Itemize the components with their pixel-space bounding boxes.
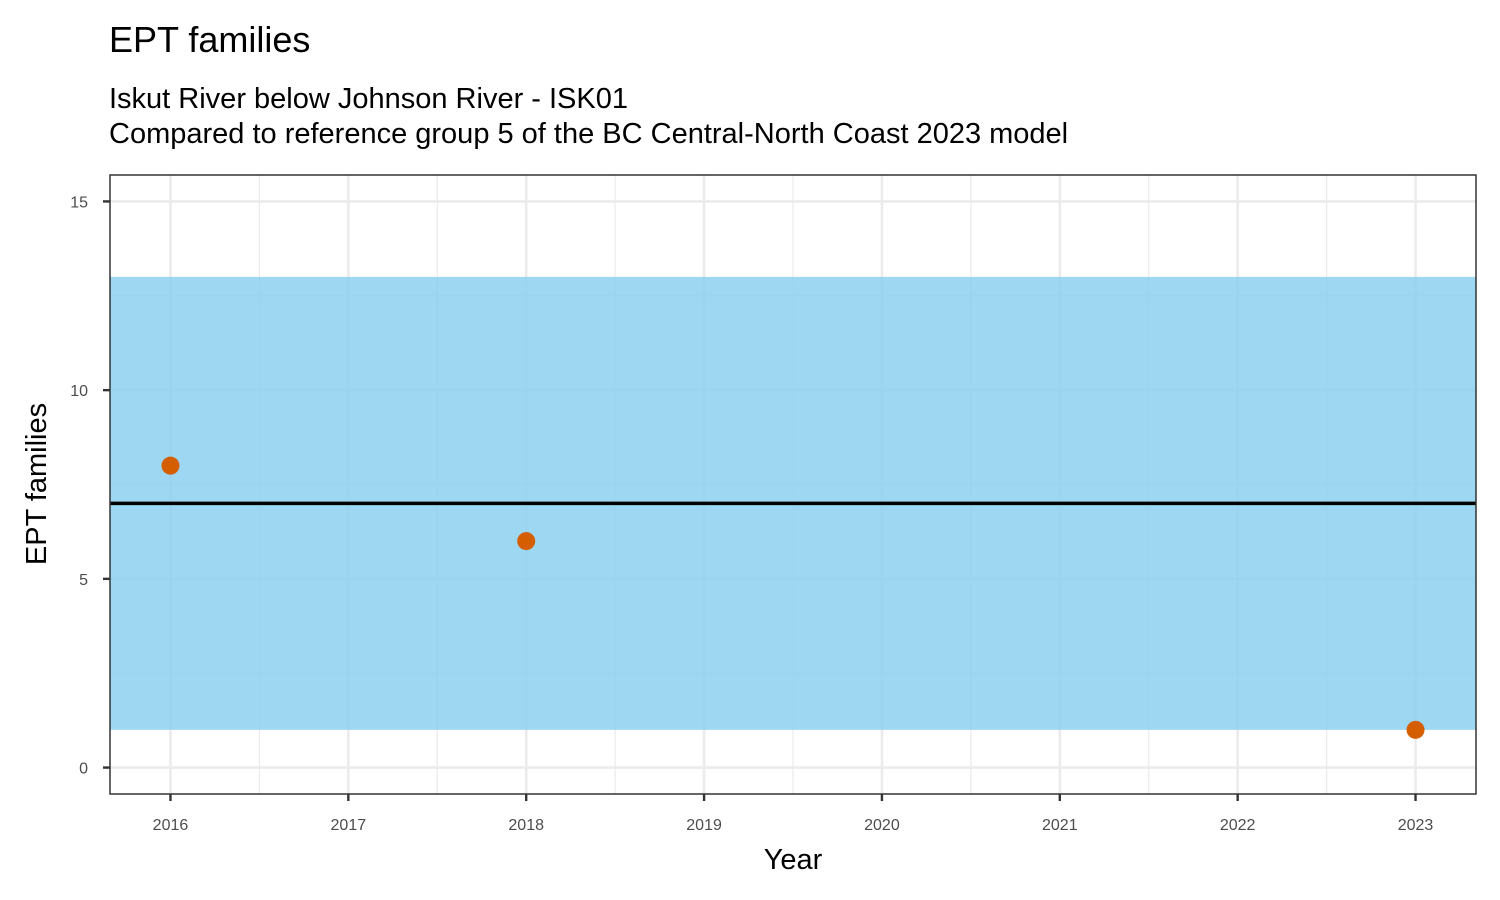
- x-axis-title: Year: [764, 844, 823, 876]
- chart-title: EPT families: [109, 19, 310, 60]
- y-tick-label: 5: [79, 572, 88, 589]
- chart-subtitle-line-2: Compared to reference group 5 of the BC …: [109, 118, 1068, 150]
- x-axis: 2016 2017 2018 2019 2020 2021 2022 2023: [153, 794, 1434, 834]
- x-tick-label: 2018: [508, 817, 544, 834]
- y-axis: 0 5 10 15: [70, 194, 110, 778]
- x-tick-label: 2021: [1042, 817, 1078, 834]
- x-tick-label: 2019: [686, 817, 722, 834]
- plot-panel: [109, 174, 1477, 795]
- data-point: [517, 532, 536, 551]
- y-tick-label: 0: [79, 761, 88, 778]
- x-tick-label: 2022: [1220, 817, 1256, 834]
- panel-border: [109, 174, 1477, 795]
- data-point: [1406, 720, 1425, 739]
- data-points: [161, 456, 1425, 739]
- x-tick-label: 2020: [864, 817, 900, 834]
- data-point: [161, 456, 180, 475]
- x-tick-label: 2017: [331, 817, 367, 834]
- y-axis-title: EPT families: [21, 403, 53, 565]
- x-tick-label: 2023: [1398, 817, 1434, 834]
- y-tick-label: 10: [70, 383, 88, 400]
- chart-subtitle-line-1: Iskut River below Johnson River - ISK01: [109, 83, 628, 115]
- y-tick-label: 15: [70, 194, 88, 211]
- x-tick-label: 2016: [153, 817, 189, 834]
